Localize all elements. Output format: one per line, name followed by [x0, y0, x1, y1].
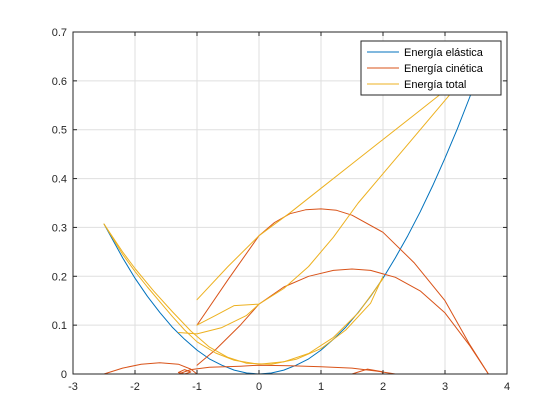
y-tick-label: 0.6 [52, 76, 67, 88]
y-tick-label: 0.3 [52, 222, 67, 234]
series-0-segment-0 [103, 41, 491, 375]
legend[interactable]: Energía elástica Energía cinética Energía … [360, 40, 502, 96]
x-tick-label: -2 [130, 381, 140, 393]
y-tick-label: 0.7 [52, 27, 67, 39]
x-tick-label: 3 [442, 381, 448, 393]
series-1-segment-1 [196, 268, 489, 375]
y-tick-label: 0.1 [52, 320, 67, 332]
legend-label: Energía total [404, 79, 466, 91]
axis-ticks: -3 -2 -1 0 1 2 3 4 0 0.1 0.2 0.3 0.4 0.5 0.6 0.7 [52, 27, 510, 393]
y-tick-label: 0.2 [52, 271, 67, 283]
y-tick-label: 0.4 [52, 174, 67, 186]
y-tick-label: 0.5 [52, 125, 67, 137]
y-tick-label: 0 [61, 369, 67, 381]
x-tick-label: -3 [68, 381, 78, 393]
series-2-segment-4 [177, 303, 260, 335]
x-tick-label: 4 [504, 381, 510, 393]
x-tick-label: -1 [192, 381, 202, 393]
plot-area-frame [72, 31, 508, 375]
x-tick-label: 0 [256, 381, 262, 393]
series-2-segment-0 [103, 223, 384, 365]
x-tick-label: 2 [380, 381, 386, 393]
legend-label: Energía elástica [404, 47, 484, 59]
series-1-segment-5 [351, 368, 384, 375]
x-tick-label: 1 [318, 381, 324, 393]
legend-label: Energía cinética [404, 63, 484, 75]
series-2-segment-1 [103, 223, 384, 365]
